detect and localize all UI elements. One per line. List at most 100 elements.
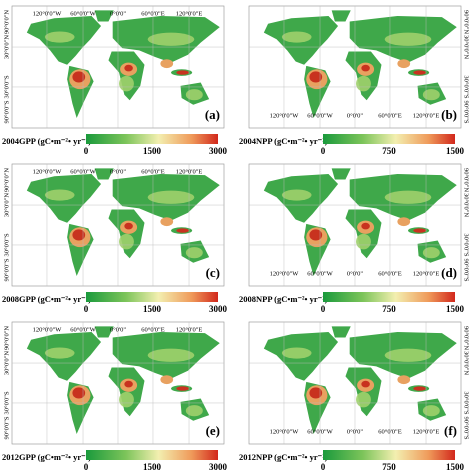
longitude-label: 60°0'0"W	[307, 112, 333, 119]
colorbar-tick: 0	[321, 146, 326, 156]
latitude-label: 30°0'0"N	[3, 193, 10, 217]
world-map	[248, 163, 462, 287]
map-panel: 120°0'0"W 60°0'0"W 0°0'0" 60°0'0"E 120°0'0"E…	[239, 5, 470, 156]
longitude-label: 120°0'0"W	[33, 326, 63, 333]
map-panel: 120°0'0"W 60°0'0"W 0°0'0" 60°0'0"E 120°0'0"E…	[239, 321, 470, 472]
panel-label: (e)	[206, 423, 220, 438]
latitude-label: 30°0'0"N	[463, 351, 470, 375]
longitude-label: 120°0'0"W	[33, 168, 63, 175]
colorbar-tick: 750	[382, 462, 396, 472]
latitude-label: 90°0'0"S	[3, 416, 10, 439]
latitude-label: 90°0'0"N	[463, 168, 470, 192]
longitude-label: 60°0'0"W	[70, 326, 96, 333]
latitude-label: 90°0'0"N	[463, 326, 470, 350]
latitude-label: 30°0'0"N	[463, 193, 470, 217]
colorbar-tick: 0	[321, 462, 326, 472]
panel-label: (b)	[441, 107, 457, 122]
latitude-label: 90°0'0"N	[3, 326, 10, 350]
latitude-label: 90°0'0"S	[463, 416, 470, 439]
longitude-label: 0°0'0"	[110, 10, 127, 17]
longitude-label: 0°0'0"	[347, 112, 364, 119]
world-map	[248, 321, 462, 445]
latitude-label: 90°0'0"S	[463, 100, 470, 123]
panel-label: (f)	[444, 423, 457, 438]
longitude-label: 120°0'0"E	[413, 428, 440, 435]
colorbar-title: 2008GPP (gC•m⁻²• yr⁻¹)	[2, 294, 91, 304]
longitude-label: 120°0'0"W	[270, 270, 300, 277]
colorbar-tick: 0	[84, 304, 89, 314]
panel-label: (a)	[205, 107, 220, 122]
world-map	[11, 5, 225, 129]
longitude-label: 60°0'0"W	[307, 428, 333, 435]
colorbar	[323, 134, 455, 144]
colorbar-tick: 750	[382, 304, 396, 314]
colorbar-title: 2008NPP (gC•m⁻²• yr⁻¹)	[239, 294, 328, 304]
longitude-label: 60°0'0"W	[307, 270, 333, 277]
longitude-label: 120°0'0"E	[413, 270, 440, 277]
longitude-label: 120°0'0"W	[270, 112, 300, 119]
longitude-label: 120°0'0"E	[413, 112, 440, 119]
latitude-label: 30°0'0"S	[3, 233, 10, 256]
longitude-label: 60°0'0"E	[141, 168, 164, 175]
colorbar-tick: 1500	[143, 304, 162, 314]
latitude-label: 90°0'0"S	[3, 258, 10, 281]
colorbar-tick: 1500	[143, 462, 162, 472]
colorbar-tick: 1500	[446, 462, 465, 472]
latitude-label: 30°0'0"S	[3, 75, 10, 98]
latitude-label: 30°0'0"S	[463, 233, 470, 256]
colorbar-tick: 0	[84, 462, 89, 472]
longitude-label: 120°0'0"E	[176, 10, 203, 17]
map-panel: 120°0'0"W 60°0'0"W 0°0'0" 60°0'0"E 120°0'0"E…	[2, 321, 228, 472]
world-map	[11, 321, 225, 445]
panel-label: (c)	[206, 265, 220, 280]
longitude-label: 60°0'0"E	[378, 112, 401, 119]
map-panel: 120°0'0"W 60°0'0"W 0°0'0" 60°0'0"E 120°0'0"E…	[239, 163, 470, 314]
world-map	[11, 163, 225, 287]
world-map	[248, 5, 462, 129]
colorbar-tick: 3000	[209, 304, 228, 314]
colorbar-tick: 750	[382, 146, 396, 156]
colorbar-tick: 3000	[209, 462, 228, 472]
longitude-label: 0°0'0"	[347, 428, 364, 435]
colorbar	[86, 292, 218, 302]
colorbar	[323, 292, 455, 302]
latitude-label: 90°0'0"S	[463, 258, 470, 281]
colorbar-title: 2012GPP (gC•m⁻²• yr⁻¹)	[2, 452, 91, 462]
latitude-label: 30°0'0"N	[3, 35, 10, 59]
longitude-label: 0°0'0"	[110, 326, 127, 333]
latitude-label: 90°0'0"N	[3, 10, 10, 34]
longitude-label: 120°0'0"W	[33, 10, 63, 17]
latitude-label: 90°0'0"S	[3, 100, 10, 123]
colorbar-title: 2004NPP (gC•m⁻²• yr⁻¹)	[239, 136, 328, 146]
colorbar-title: 2004GPP (gC•m⁻²• yr⁻¹)	[2, 136, 91, 146]
longitude-label: 60°0'0"E	[378, 270, 401, 277]
colorbar-title: 2012NPP (gC•m⁻²• yr⁻¹)	[239, 452, 328, 462]
latitude-label: 30°0'0"S	[463, 391, 470, 414]
longitude-label: 60°0'0"E	[141, 326, 164, 333]
colorbar-tick: 1500	[143, 146, 162, 156]
colorbar	[86, 134, 218, 144]
longitude-label: 0°0'0"	[347, 270, 364, 277]
longitude-label: 60°0'0"E	[141, 10, 164, 17]
colorbar-tick: 3000	[209, 146, 228, 156]
longitude-label: 60°0'0"E	[378, 428, 401, 435]
longitude-label: 60°0'0"W	[70, 168, 96, 175]
longitude-label: 120°0'0"W	[270, 428, 300, 435]
longitude-label: 120°0'0"E	[176, 326, 203, 333]
colorbar	[86, 450, 218, 460]
latitude-label: 30°0'0"S	[3, 391, 10, 414]
longitude-label: 0°0'0"	[110, 168, 127, 175]
longitude-label: 120°0'0"E	[176, 168, 203, 175]
latitude-label: 30°0'0"S	[463, 75, 470, 98]
map-panel: 120°0'0"W 60°0'0"W 0°0'0" 60°0'0"E 120°0'0"E…	[2, 5, 228, 156]
map-panel: 120°0'0"W 60°0'0"W 0°0'0" 60°0'0"E 120°0'0"E…	[2, 163, 228, 314]
colorbar	[323, 450, 455, 460]
latitude-label: 30°0'0"N	[3, 351, 10, 375]
latitude-label: 90°0'0"N	[3, 168, 10, 192]
latitude-label: 30°0'0"N	[463, 35, 470, 59]
colorbar-tick: 0	[321, 304, 326, 314]
panel-label: (d)	[441, 265, 457, 280]
latitude-label: 90°0'0"N	[463, 10, 470, 34]
colorbar-tick: 1500	[446, 146, 465, 156]
